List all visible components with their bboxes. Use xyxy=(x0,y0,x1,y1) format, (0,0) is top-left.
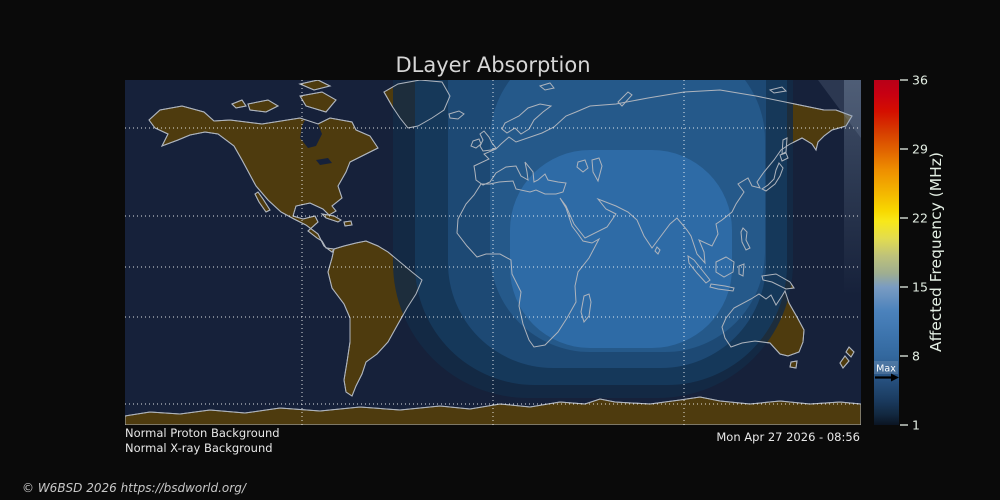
tick-label-8: 8 xyxy=(912,349,920,364)
absorption-zones xyxy=(393,80,793,398)
hudson-bay xyxy=(300,120,322,148)
world-map xyxy=(125,80,861,425)
proton-background-status: Normal Proton Background xyxy=(125,426,280,440)
tick-label-22: 22 xyxy=(912,211,928,226)
tick-label-1: 1 xyxy=(912,418,920,433)
xray-background-status: Normal X-ray Background xyxy=(125,441,273,455)
absorption-zone-1 xyxy=(510,150,732,348)
colorbar-ticks xyxy=(900,79,908,426)
max-marker: Max xyxy=(874,361,899,382)
colorbar-gradient xyxy=(874,80,899,425)
colorbar-tick-labels: 36 29 22 15 8 1 xyxy=(912,73,928,433)
timestamp: Mon Apr 27 2026 - 08:56 xyxy=(716,430,860,444)
max-marker-bg xyxy=(874,361,898,374)
tick-label-15: 15 xyxy=(912,280,928,295)
caspian-sea-outline xyxy=(591,157,603,183)
terminator-wrap-band xyxy=(844,80,861,295)
great-lakes xyxy=(316,158,332,165)
tick-label-29: 29 xyxy=(912,142,928,157)
tick-label-36: 36 xyxy=(912,73,928,88)
coastlines-overlay xyxy=(125,80,861,425)
page-title: DLayer Absorption xyxy=(395,53,590,77)
graticule xyxy=(125,80,861,425)
colorbar-axis-label: Affected Frequency (MHz) xyxy=(927,152,945,352)
copyright-footer: © W6BSD 2026 https://bsdworld.org/ xyxy=(22,481,248,495)
colorbar: 36 29 22 15 8 1 Affected Frequency (MHz)… xyxy=(874,73,945,433)
black-sea-outline xyxy=(576,159,589,173)
max-arrow-head xyxy=(891,373,899,382)
max-marker-label: Max xyxy=(876,364,896,375)
